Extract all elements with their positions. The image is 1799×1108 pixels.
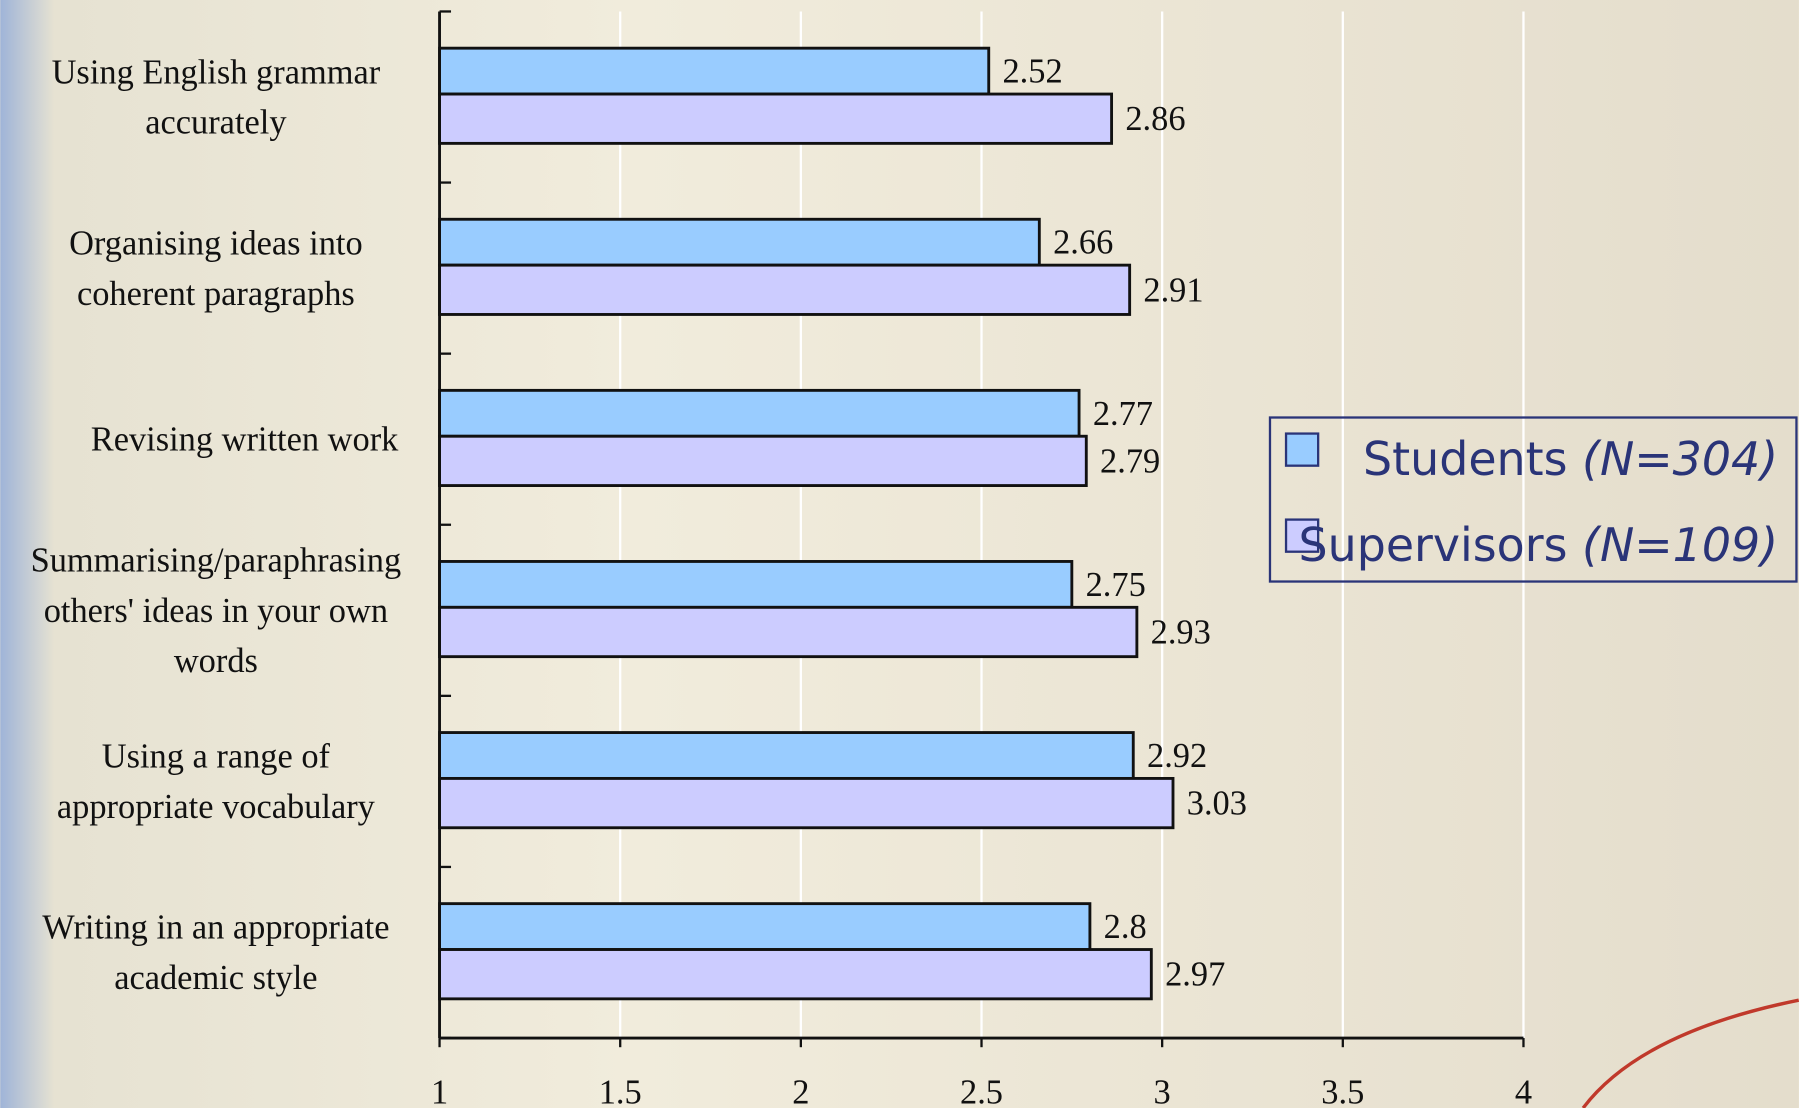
data-label: 2.75	[1086, 566, 1146, 604]
y-tick-label: Summarising/paraphrasing others' ideas in…	[31, 541, 402, 680]
legend-label: Students (N=304)	[1363, 432, 1778, 486]
data-label: 2.93	[1151, 613, 1211, 651]
data-label: 2.66	[1053, 224, 1113, 262]
bar	[438, 263, 1132, 316]
x-tick-label: 4	[1515, 1073, 1532, 1108]
y-tick-label: Organising ideas into coherent paragraphs	[69, 224, 363, 312]
x-tick-label: 2.5	[960, 1073, 1003, 1108]
data-label: 2.77	[1093, 395, 1153, 433]
y-tick-label: Revising written work	[91, 421, 399, 459]
bar	[438, 217, 1041, 267]
legend: Students (N=304) Supervisors (N=109)	[1268, 416, 1798, 583]
bar	[438, 46, 991, 96]
bar	[438, 434, 1088, 487]
bar	[438, 388, 1081, 438]
legend-label: Supervisors (N=109)	[1299, 518, 1779, 572]
bar	[438, 605, 1139, 659]
data-label: 2.52	[1003, 53, 1063, 91]
bar	[438, 948, 1153, 1001]
legend-box	[1268, 416, 1798, 583]
decoration	[1581, 998, 1799, 1108]
plot: 1 1.5 2 2.5 3 3.5 4 Using English grammar accura…	[31, 10, 1532, 1108]
data-label: 2.91	[1143, 271, 1203, 309]
legend-swatch	[1284, 432, 1320, 467]
x-tick-label: 1	[431, 1073, 448, 1108]
legend-swatch	[1284, 518, 1320, 553]
x-tick-label: 1.5	[599, 1073, 642, 1108]
bar	[438, 731, 1135, 780]
data-label: 2.86	[1125, 100, 1185, 138]
bar	[438, 92, 1114, 145]
data-label: 3.03	[1187, 785, 1247, 823]
bar	[438, 560, 1074, 609]
x-tick-label: 2	[792, 1073, 809, 1108]
data-label: 2.97	[1165, 956, 1225, 994]
x-tick-label: 3.5	[1321, 1073, 1364, 1108]
data-label: 2.8	[1104, 908, 1147, 946]
data-label: 2.92	[1147, 737, 1207, 775]
x-tick-label: 3	[1154, 1073, 1171, 1108]
bar	[438, 902, 1092, 951]
data-label: 2.79	[1100, 442, 1160, 480]
y-tick-label: Using a range of appropriate vocabulary	[57, 738, 376, 826]
y-tick-label: Writing in an appropriate academic style	[42, 909, 389, 997]
bar	[438, 776, 1175, 830]
y-tick-label: Using English grammar accurately	[52, 53, 381, 141]
